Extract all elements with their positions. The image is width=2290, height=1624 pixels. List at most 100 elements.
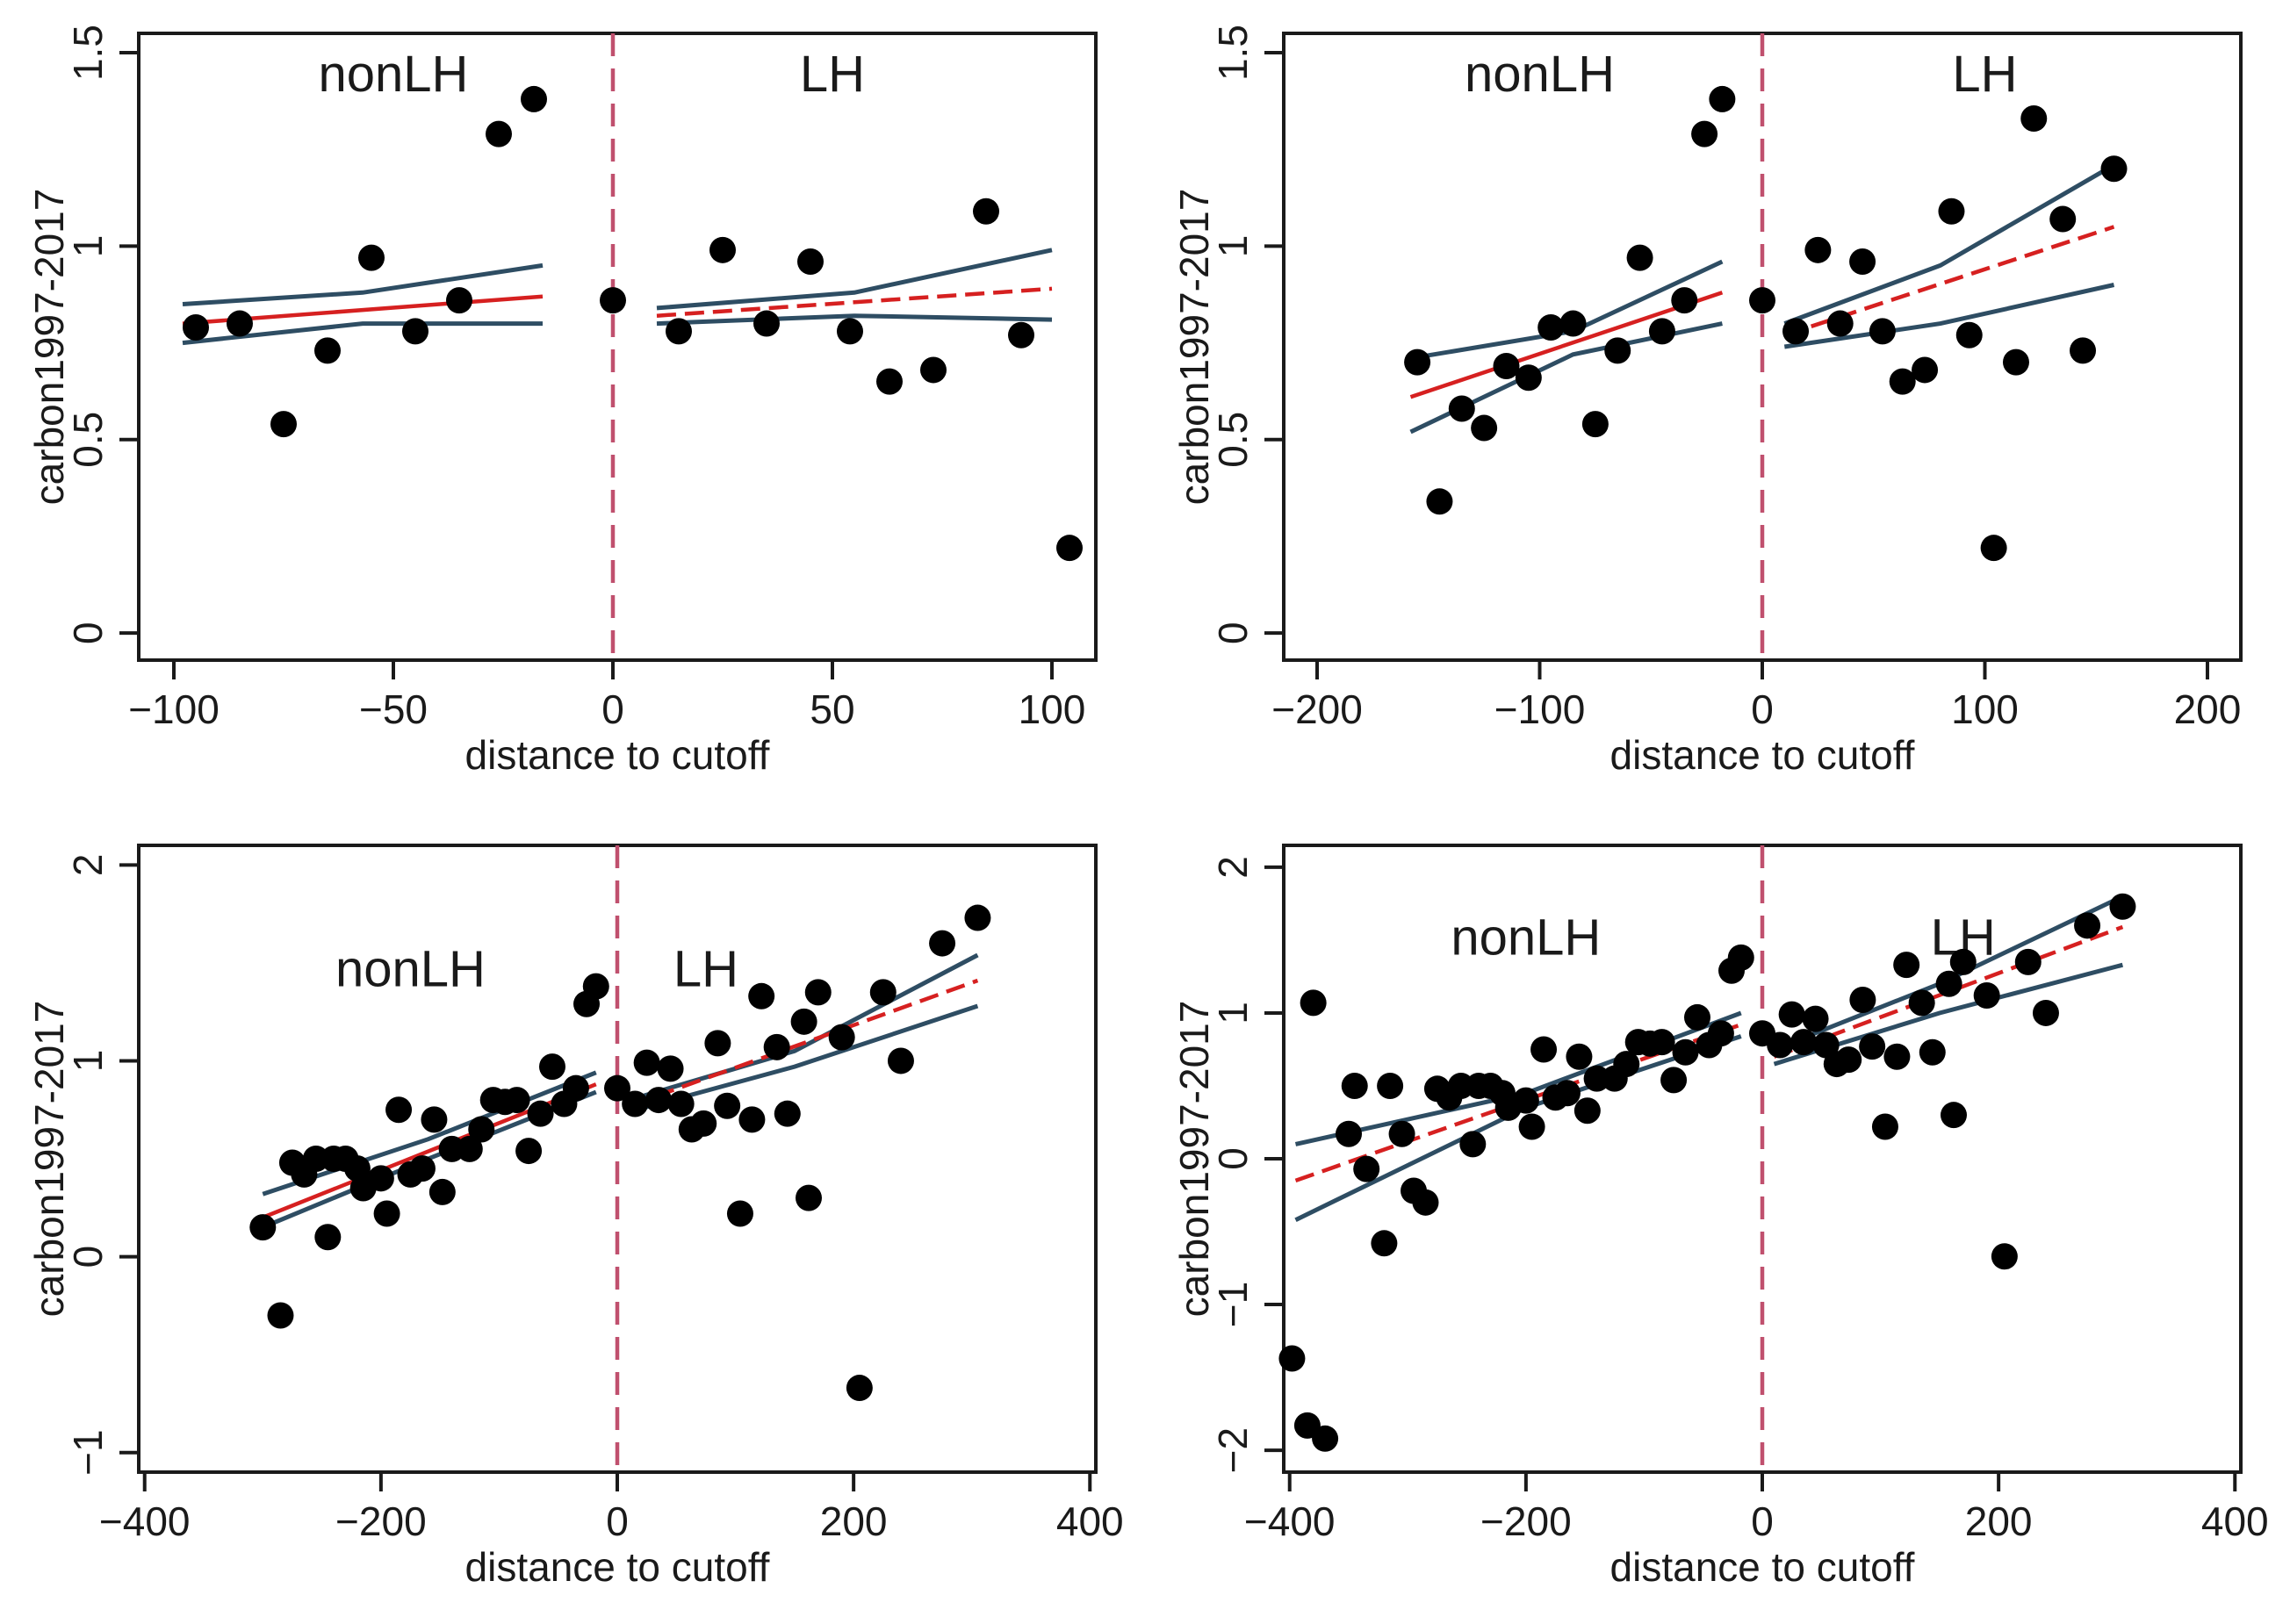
data-point [1790, 1029, 1818, 1056]
data-point [920, 356, 947, 384]
data-point [1804, 236, 1832, 263]
data-point [1448, 395, 1475, 422]
data-point [645, 1087, 673, 1114]
data-point [421, 1106, 448, 1133]
region-label: LH [800, 46, 865, 103]
data-point [887, 1047, 914, 1074]
data-point [2032, 999, 2059, 1026]
data-point [521, 85, 547, 112]
data-point [373, 1200, 400, 1227]
data-point [1559, 310, 1587, 337]
data-point [726, 1200, 753, 1227]
data-point [249, 1214, 277, 1241]
x-tick-label: 100 [1019, 686, 1086, 732]
data-point [790, 1008, 817, 1035]
y-tick-label: 1 [1210, 235, 1256, 258]
right-fit-line [628, 978, 979, 1108]
chart-svg-bottom-left: −400 −200 0 200 400 −1 0 1 2 distance to cutoff ca… [26, 844, 1124, 1590]
data-point [1849, 987, 1876, 1014]
left-fit-line [1409, 291, 1724, 399]
y-tick-label: 1.5 [65, 25, 111, 81]
y-axis-title: carbon1997-2017 [26, 1001, 72, 1318]
data-point [846, 1375, 873, 1402]
data-point [2002, 349, 2029, 376]
data-point [1471, 414, 1498, 442]
data-point [604, 1074, 630, 1102]
data-point [1518, 1113, 1545, 1140]
chart-svg-top-right: −200 −100 0 100 200 0 0.5 1 1.5 distance to cutof… [1171, 25, 2243, 778]
data-point [1515, 364, 1542, 392]
data-point [714, 1092, 741, 1119]
y-axis-title: carbon1997-2017 [1171, 189, 1217, 506]
region-label: LH [673, 941, 738, 998]
data-point [1426, 488, 1453, 515]
data-point [408, 1155, 436, 1182]
data-point [358, 244, 385, 271]
data-point [1889, 368, 1916, 395]
right-ci-lower [656, 313, 1053, 327]
data-point [1767, 1031, 1794, 1059]
data-point [1683, 1003, 1710, 1031]
data-point [1991, 1243, 2018, 1270]
data-point [1938, 198, 1965, 225]
data-point [763, 1033, 790, 1060]
region-label: nonLH [319, 46, 469, 103]
data-point [600, 287, 626, 314]
data-point [562, 1074, 589, 1102]
plot-frame [1282, 844, 2243, 1474]
data-point [690, 1110, 717, 1137]
chart-panel-top-right: −200 −100 0 100 200 0 0.5 1 1.5 distance to cutof… [1145, 0, 2290, 812]
data-point [1371, 1230, 1398, 1257]
data-point [1493, 353, 1520, 380]
left-ci-upper [182, 262, 544, 306]
data-point [1412, 1189, 1439, 1216]
data-point [704, 1030, 731, 1057]
data-point [797, 248, 824, 276]
left-ci-lower [182, 321, 543, 346]
data-point [796, 1184, 822, 1211]
data-point [515, 1138, 543, 1165]
data-point [1935, 970, 1962, 997]
data-point [1553, 1080, 1581, 1107]
y-tick-label: 1 [65, 235, 111, 258]
data-point [314, 1224, 342, 1251]
data-point [1871, 1113, 1898, 1140]
data-point [1941, 1102, 1967, 1129]
x-tick-label: 0 [1751, 1498, 1774, 1544]
x-tick-label: −100 [128, 686, 220, 732]
right-fit-line [656, 286, 1053, 318]
data-point [428, 1178, 456, 1205]
x-tick-label: −400 [99, 1498, 191, 1544]
data-point [468, 1116, 495, 1143]
data-point [1912, 356, 1939, 384]
data-point [1604, 337, 1631, 364]
data-point [1008, 321, 1034, 349]
data-point [1056, 535, 1083, 562]
data-point [1707, 1020, 1734, 1047]
data-point [748, 982, 775, 1010]
data-point [538, 1053, 565, 1081]
data-point [2014, 948, 2042, 975]
y-tick-label: −1 [65, 1429, 111, 1475]
data-point [1648, 318, 1675, 345]
data-point [2020, 104, 2048, 132]
data-point [1778, 1001, 1805, 1028]
x-tick-label: −200 [335, 1498, 427, 1544]
data-point [1883, 1043, 1911, 1070]
data-point [1336, 1120, 1363, 1147]
x-tick-label: 400 [2201, 1498, 2269, 1544]
y-tick-label: 0 [65, 1246, 111, 1268]
x-tick-label: −400 [1244, 1498, 1336, 1544]
data-point [1919, 1038, 1946, 1066]
chart-svg-bottom-right: −400 −200 0 200 400 −2 −1 0 1 2 distance to cutoff… [1171, 844, 2269, 1590]
data-point [582, 973, 609, 1000]
y-tick-label: 1.5 [1210, 25, 1256, 81]
data-point [964, 904, 991, 931]
data-point [1573, 1097, 1601, 1125]
y-tick-label: 2 [65, 854, 111, 877]
data-point [503, 1087, 530, 1114]
data-point [446, 287, 472, 314]
data-point [753, 310, 780, 337]
data-point [456, 1135, 483, 1162]
data-point [1955, 321, 1983, 349]
